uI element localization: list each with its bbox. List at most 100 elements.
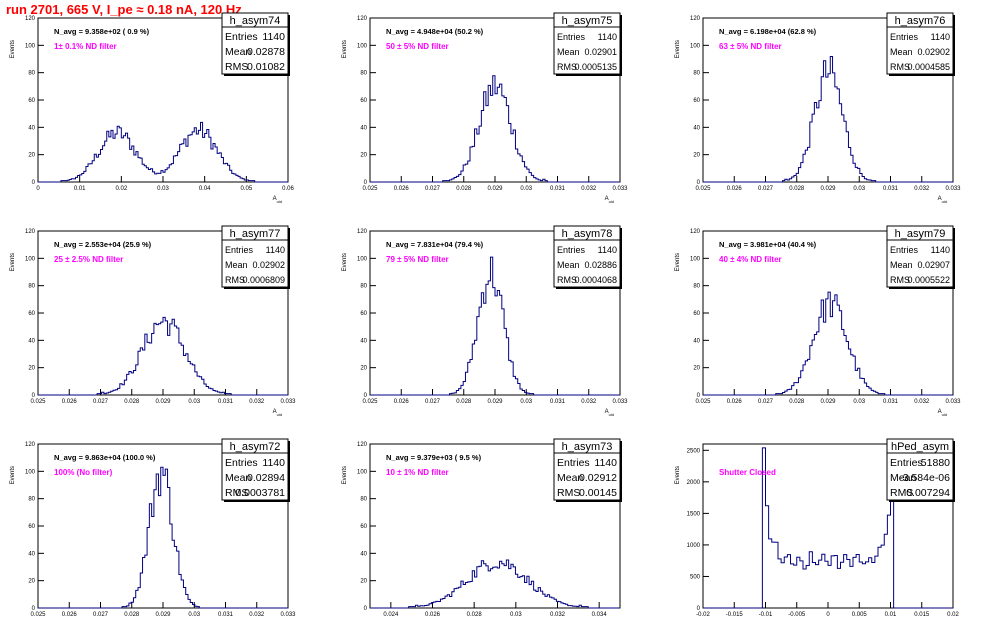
stats-key: Mean bbox=[557, 47, 580, 57]
y-tick-label: 120 bbox=[357, 442, 368, 448]
plot-hPed_asym: 0 500 1000 1500 2000 2500 -0.02 -0.015 -0.01 -0.0… bbox=[675, 438, 959, 618]
stats-key: RMS bbox=[557, 487, 580, 499]
y-tick-label: 120 bbox=[25, 442, 36, 448]
filter-label: 50 ± 5% ND filter bbox=[386, 42, 449, 51]
stats-value: 0.00145 bbox=[579, 487, 617, 499]
stats-box bbox=[886, 438, 954, 501]
x-tick-label: 0.032 bbox=[550, 612, 566, 618]
y-tick-label: 60 bbox=[28, 311, 35, 317]
y-tick-label: 40 bbox=[693, 125, 700, 131]
y-tick-label: 0 bbox=[32, 606, 36, 612]
x-tick-label: 0.025 bbox=[695, 186, 711, 192]
stats-value: 0.0006809 bbox=[242, 275, 285, 285]
x-tick-label: 0.029 bbox=[487, 186, 503, 192]
plot-h_asym78: 0 20 40 60 80 100 120 0.025 0.026 0.027 0.028 0.029… bbox=[342, 225, 628, 417]
y-tick-label: 0 bbox=[364, 180, 368, 186]
x-tick-label: 0.03 bbox=[853, 399, 865, 405]
y-tick-label: 20 bbox=[693, 366, 700, 372]
x-tick-label: 0.031 bbox=[218, 612, 234, 618]
stats-key: RMS bbox=[557, 275, 577, 285]
x-tick-label: 0.025 bbox=[30, 399, 46, 405]
x-tick-label: 0.033 bbox=[612, 399, 628, 405]
x-tick-label: 0.027 bbox=[425, 186, 441, 192]
x-tick-label: 0.032 bbox=[914, 186, 930, 192]
x-tick-label: 0.032 bbox=[581, 186, 597, 192]
stats-box-title: h_asym73 bbox=[562, 441, 613, 453]
y-tick-label: 40 bbox=[28, 338, 35, 344]
y-tick-label: 0 bbox=[697, 180, 701, 186]
x-tick-label: 0.026 bbox=[394, 186, 410, 192]
x-tick-label: 0.03 bbox=[510, 612, 522, 618]
x-tick-label: 0.01 bbox=[885, 612, 897, 618]
x-tick-label: 0.033 bbox=[280, 399, 296, 405]
x-tick-label: 0.03 bbox=[520, 399, 532, 405]
x-tick-label: 0.034 bbox=[592, 612, 608, 618]
stats-key: Mean bbox=[890, 472, 916, 484]
navg-text: N_avg = 4.948e+04 (50.2 %) bbox=[386, 27, 484, 36]
filter-label: Shutter Closed bbox=[719, 468, 776, 477]
x-tick-label: 0.02 bbox=[115, 186, 127, 192]
stats-key: RMS bbox=[890, 487, 913, 499]
y-tick-label: 40 bbox=[28, 551, 35, 557]
x-tick-label: 0.028 bbox=[789, 399, 805, 405]
y-tick-label: 20 bbox=[360, 579, 367, 585]
navg-text: N_avg = 3.981e+04 (40.4 %) bbox=[719, 240, 817, 249]
x-tick-label: 0.032 bbox=[581, 399, 597, 405]
y-tick-label: 60 bbox=[693, 311, 700, 317]
stats-box-title: hPed_asym bbox=[891, 441, 949, 453]
x-tick-label: 0.025 bbox=[362, 399, 378, 405]
x-tick-label: 0.026 bbox=[727, 399, 743, 405]
plot-h_asym74: 0 20 40 60 80 100 120 0 0.01 0.02 0.03 0.04 0.05 0.06… bbox=[10, 12, 294, 204]
y-tick-label: 60 bbox=[360, 98, 367, 104]
stats-value: 51880 bbox=[921, 457, 950, 469]
plot-h_asym79: 0 20 40 60 80 100 120 0.025 0.026 0.027 0.028 0.029… bbox=[675, 225, 961, 417]
plot-h_asym75: 0 20 40 60 80 100 120 0.025 0.026 0.027 0.028 0.029… bbox=[342, 12, 628, 204]
y-axis-label: Events bbox=[10, 466, 16, 484]
y-tick-label: 0 bbox=[364, 606, 368, 612]
x-tick-label: 0.03 bbox=[853, 186, 865, 192]
navg-text: N_avg = 9.379e+03 ( 9.5 %) bbox=[386, 453, 482, 462]
x-tick-label: 0.03 bbox=[157, 186, 169, 192]
stats-key: Entries bbox=[890, 32, 919, 42]
stats-box-title: h_asym79 bbox=[895, 228, 946, 240]
stats-value: 0.02907 bbox=[917, 260, 950, 270]
stats-value: 0.01082 bbox=[247, 61, 285, 73]
stats-key: Mean bbox=[225, 260, 248, 270]
navg-text: N_avg = 7.831e+04 (79.4 %) bbox=[386, 240, 484, 249]
stats-value: 1140 bbox=[931, 245, 950, 255]
stats-value: 0.02912 bbox=[579, 472, 617, 484]
y-tick-label: 60 bbox=[360, 311, 367, 317]
filter-label: 25 ± 2.5% ND filter bbox=[54, 255, 123, 264]
x-tick-label: 0 bbox=[36, 186, 40, 192]
stats-value: 1140 bbox=[594, 457, 617, 469]
y-tick-label: 0 bbox=[697, 393, 701, 399]
x-tick-label: 0.04 bbox=[199, 186, 211, 192]
x-tick-label: 0.031 bbox=[550, 186, 566, 192]
x-tick-label: 0.005 bbox=[852, 612, 868, 618]
x-axis-label: Auid bbox=[938, 409, 947, 417]
x-tick-label: 0.024 bbox=[383, 612, 399, 618]
y-axis-label: Events bbox=[342, 40, 348, 58]
filter-label: 10 ± 1% ND filter bbox=[386, 468, 449, 477]
histogram-line-h_asym76 bbox=[703, 56, 953, 183]
stats-value: 1140 bbox=[266, 245, 285, 255]
stats-box-title: h_asym75 bbox=[562, 15, 613, 27]
y-tick-label: 1000 bbox=[687, 543, 701, 549]
y-tick-label: 100 bbox=[690, 43, 701, 49]
histogram-line-h_asym74 bbox=[38, 121, 288, 183]
x-tick-label: -0.005 bbox=[788, 612, 806, 618]
navg-text: N_avg = 6.198e+04 (62.8 %) bbox=[719, 27, 817, 36]
histogram-line-h_asym78 bbox=[370, 256, 620, 396]
y-tick-label: 0 bbox=[32, 393, 36, 399]
y-tick-label: 80 bbox=[28, 71, 35, 77]
y-axis-label: Events bbox=[10, 253, 16, 271]
x-tick-label: 0.03 bbox=[188, 399, 200, 405]
y-tick-label: 120 bbox=[690, 229, 701, 235]
y-tick-label: 20 bbox=[28, 579, 35, 585]
x-tick-label: -0.015 bbox=[726, 612, 744, 618]
stats-box-title: h_asym72 bbox=[230, 441, 281, 453]
y-tick-label: 80 bbox=[360, 497, 367, 503]
navg-text: N_avg = 2.553e+04 (25.9 %) bbox=[54, 240, 152, 249]
y-tick-label: 40 bbox=[693, 338, 700, 344]
